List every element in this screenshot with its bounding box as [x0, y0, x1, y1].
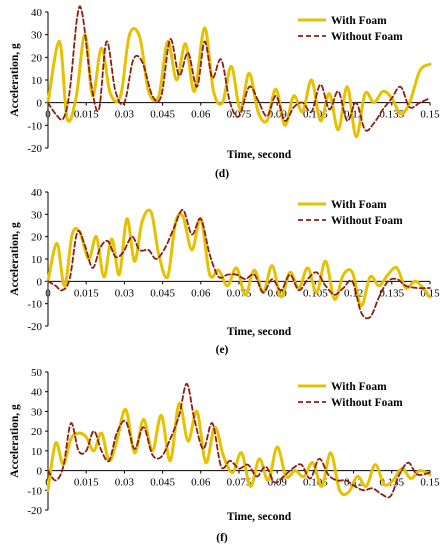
x-tick-label: 0.045: [150, 109, 175, 121]
panel-label: (d): [215, 168, 229, 180]
y-tick-label: 40: [31, 187, 43, 199]
x-tick-label: 0.06: [191, 287, 211, 299]
y-axis-title: Acceleration, g: [9, 404, 21, 478]
series-line-with-foam: [46, 208, 432, 308]
legend: With Foam Without Foam: [298, 15, 403, 43]
y-tick-label: -10: [27, 120, 42, 132]
series-line-with-foam: [46, 26, 432, 139]
x-tick-label: 0.15: [420, 477, 440, 489]
legend: With Foam Without Foam: [298, 199, 403, 227]
y-tick-label: 20: [31, 426, 43, 438]
y-tick-label: 20: [31, 232, 43, 244]
x-axis-title: Time, second: [227, 326, 292, 338]
y-axis-title: Acceleration, g: [9, 222, 21, 296]
y-tick-label: 10: [31, 75, 43, 87]
x-tick-label: 0.03: [115, 109, 135, 121]
y-tick-label: 50: [31, 367, 43, 379]
y-tick-label: 10: [31, 254, 43, 266]
x-tick-label: 0.015: [74, 477, 99, 489]
series-line-without-foam: [47, 5, 431, 132]
y-tick-label: 0: [37, 98, 43, 110]
x-tick-label: 0.075: [227, 477, 252, 489]
legend-label-without-foam: Without Foam: [331, 397, 403, 409]
panel-label: (f): [216, 532, 228, 544]
x-tick-label: 0.03: [115, 287, 135, 299]
x-tick-label: 0.075: [227, 287, 252, 299]
x-tick-label: 0.045: [150, 477, 175, 489]
x-tick-label: 0.015: [74, 109, 99, 121]
y-tick-label: -10: [27, 485, 42, 497]
legend-label-with-foam: With Foam: [331, 381, 387, 393]
y-tick-label: 30: [31, 209, 43, 221]
x-tick-label: 0.12: [344, 287, 363, 299]
x-tick-label: 0.06: [191, 109, 211, 121]
x-tick-label: 0.045: [150, 287, 175, 299]
y-tick-label: 0: [37, 466, 43, 478]
y-axis-title: Acceleration, g: [9, 43, 21, 117]
y-tick-label: 30: [31, 406, 43, 418]
legend-label-without-foam: Without Foam: [331, 215, 403, 227]
series-line-without-foam: [47, 382, 431, 499]
series-line-without-foam: [47, 208, 431, 320]
x-tick-label: 0: [45, 109, 51, 121]
x-tick-label: 0.15: [420, 109, 440, 121]
y-tick-label: -20: [27, 143, 42, 155]
x-tick-label: 0.015: [74, 287, 99, 299]
series-line-with-foam: [46, 402, 432, 497]
y-tick-label: -10: [27, 299, 42, 311]
x-axis-title: Time, second: [227, 511, 292, 523]
x-tick-label: 0: [45, 287, 51, 299]
legend-label-with-foam: With Foam: [331, 199, 387, 211]
y-tick-label: 40: [31, 7, 43, 19]
x-axis-title: Time, second: [227, 149, 292, 161]
y-tick-label: -20: [27, 321, 42, 333]
panel-label: (e): [216, 344, 229, 356]
legend-label-without-foam: Without Foam: [331, 31, 403, 43]
y-tick-label: 10: [31, 446, 43, 458]
y-tick-label: 0: [37, 276, 43, 288]
x-tick-label: 0.135: [379, 287, 404, 299]
y-tick-label: 40: [31, 387, 43, 399]
y-tick-label: 30: [31, 30, 43, 42]
y-tick-label: 20: [31, 52, 43, 64]
legend-label-with-foam: With Foam: [331, 15, 387, 27]
y-tick-label: -20: [27, 505, 42, 517]
x-tick-label: 0.12: [344, 109, 363, 121]
x-tick-label: 0.03: [115, 477, 135, 489]
x-tick-label: 0.06: [191, 477, 211, 489]
legend: With Foam Without Foam: [298, 381, 403, 409]
